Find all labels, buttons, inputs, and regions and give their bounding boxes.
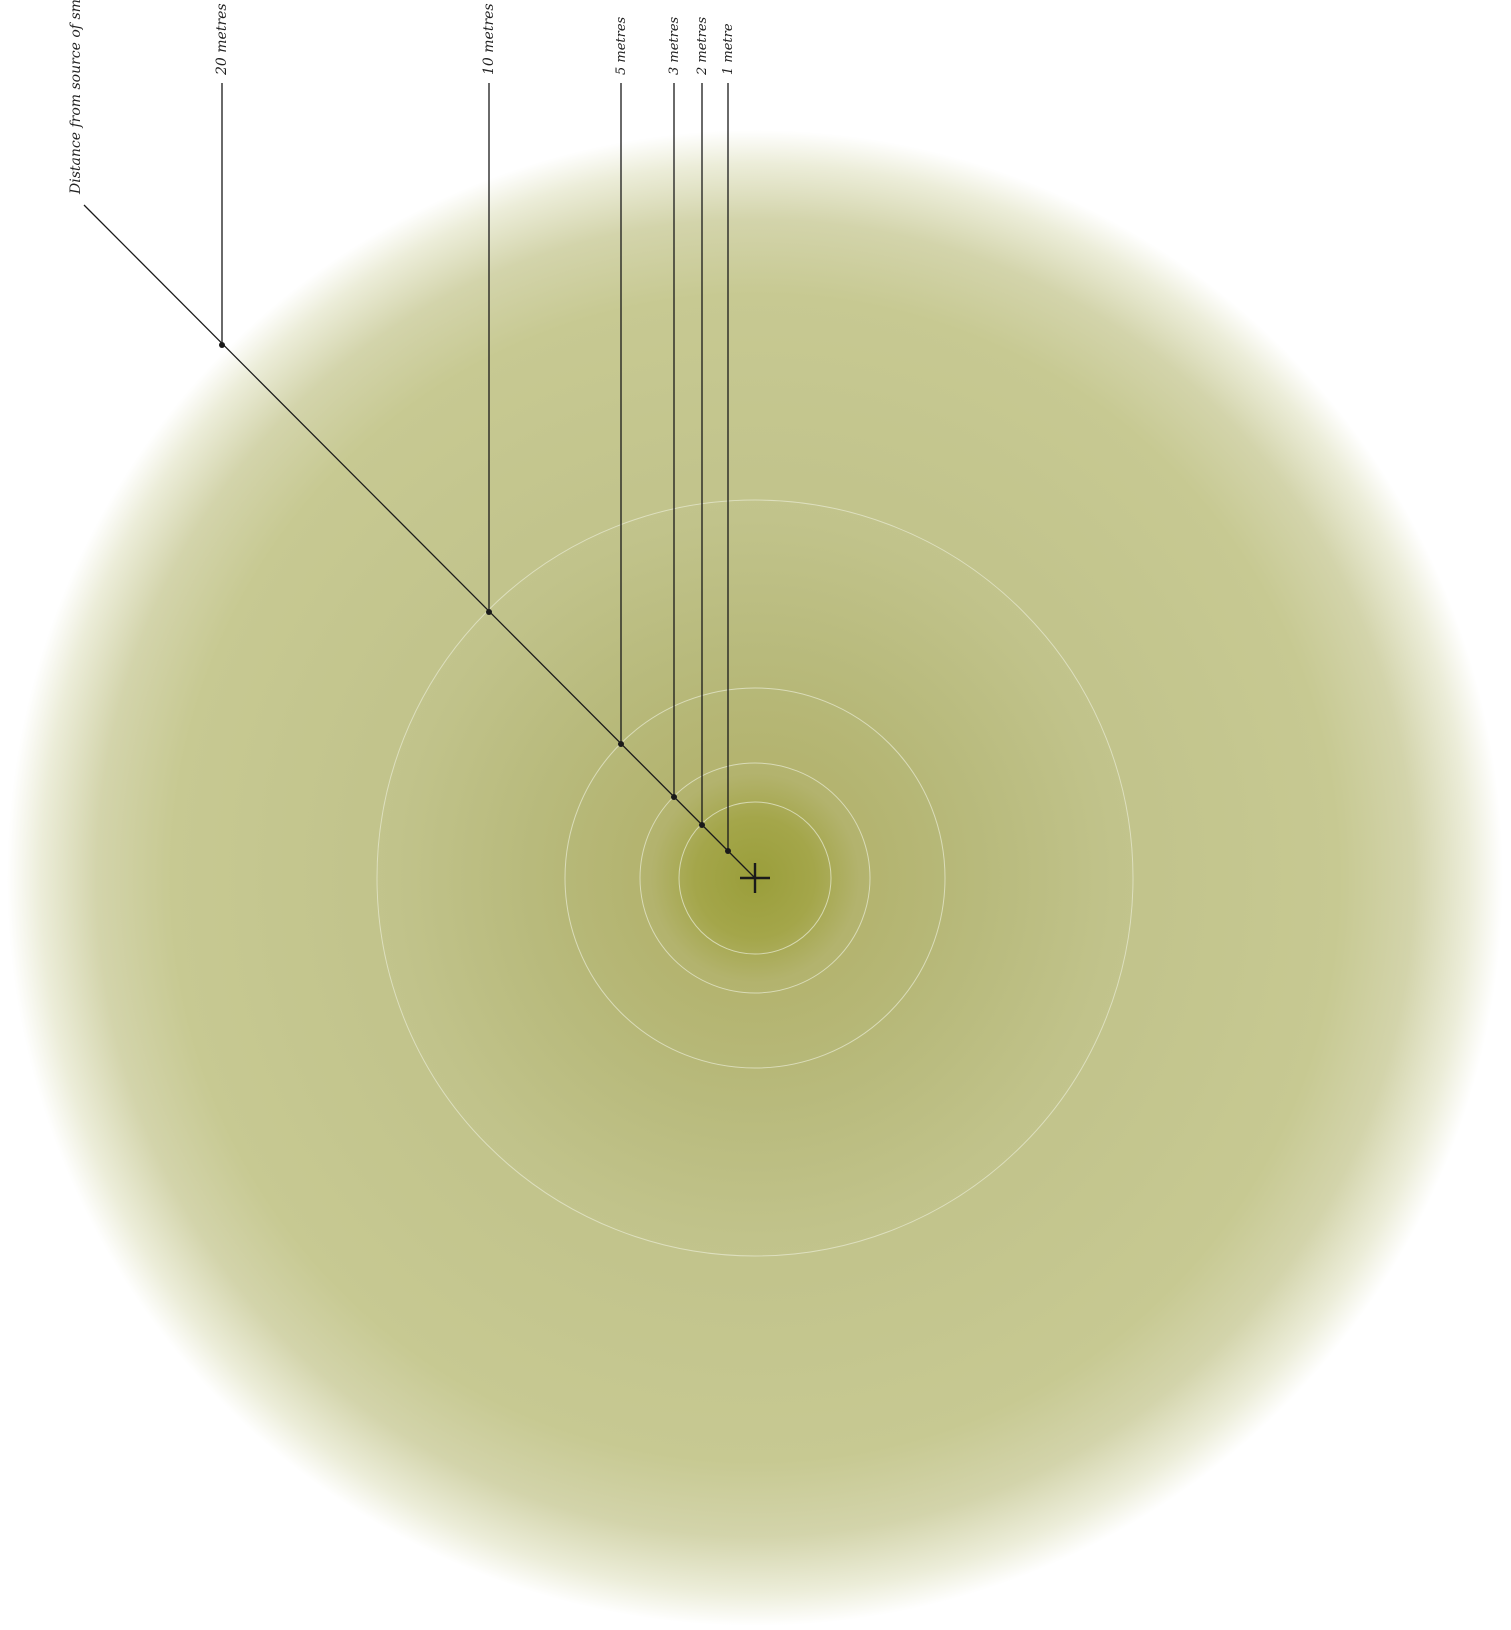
ring-3m <box>639 762 871 994</box>
distance-label-20m: 20 metres <box>214 3 230 76</box>
axis-label: Distance from source of smell <box>68 0 84 195</box>
ring-10m <box>376 499 1134 1257</box>
marker-dot-20m <box>219 342 225 348</box>
distance-label-10m: 10 metres <box>481 3 497 75</box>
distance-label-3m: 3 metres <box>667 16 682 75</box>
distance-label-2m: 2 metres <box>695 16 710 76</box>
distance-label-1m: 1 metre <box>721 23 736 75</box>
distance-labels: 20 metres 10 metres 5 metres 3 metres 2 metr… <box>214 3 736 76</box>
distance-rings <box>376 499 1134 1257</box>
distance-label-5m: 5 metres <box>614 16 629 75</box>
ring-5m <box>564 687 946 1069</box>
diagonal-axis-line <box>83 204 756 879</box>
ring-2m <box>678 801 832 955</box>
